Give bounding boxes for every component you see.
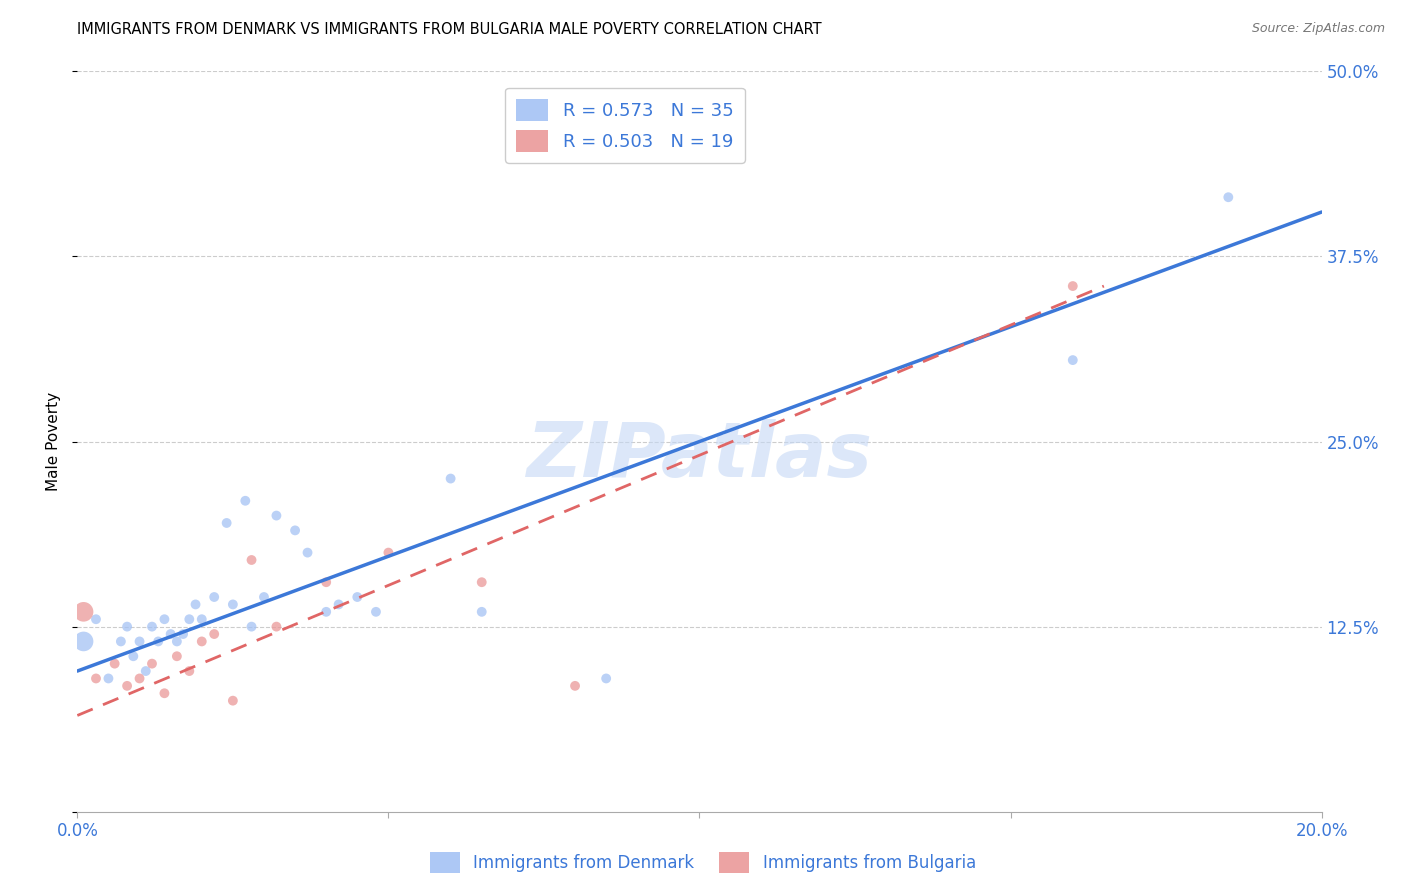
Point <box>471 575 494 590</box>
Text: ZIPatlas: ZIPatlas <box>526 419 873 493</box>
Point <box>135 664 157 678</box>
Point <box>202 590 225 604</box>
Point <box>1062 279 1084 293</box>
Point <box>153 612 176 626</box>
Point <box>202 627 225 641</box>
Point <box>179 612 201 626</box>
Point <box>233 493 256 508</box>
Point <box>72 605 94 619</box>
Text: IMMIGRANTS FROM DENMARK VS IMMIGRANTS FROM BULGARIA MALE POVERTY CORRELATION CHA: IMMIGRANTS FROM DENMARK VS IMMIGRANTS FR… <box>77 22 823 37</box>
Point <box>115 619 138 633</box>
Point <box>191 612 214 626</box>
Legend: R = 0.573   N = 35, R = 0.503   N = 19: R = 0.573 N = 35, R = 0.503 N = 19 <box>505 87 745 162</box>
Point <box>564 679 586 693</box>
Point <box>240 553 263 567</box>
Text: Source: ZipAtlas.com: Source: ZipAtlas.com <box>1251 22 1385 36</box>
Point <box>240 619 263 633</box>
Point <box>84 672 107 686</box>
Point <box>222 694 245 708</box>
Point <box>346 590 368 604</box>
Point <box>364 605 387 619</box>
Point <box>595 672 617 686</box>
Point <box>172 627 194 641</box>
Point <box>97 672 120 686</box>
Point <box>153 686 176 700</box>
Point <box>1062 353 1084 368</box>
Point <box>141 619 163 633</box>
Point <box>166 634 188 648</box>
Point <box>297 546 319 560</box>
Point <box>115 679 138 693</box>
Point <box>148 634 170 648</box>
Point <box>122 649 145 664</box>
Point <box>377 546 399 560</box>
Point <box>72 634 94 648</box>
Point <box>184 598 207 612</box>
Point <box>179 664 201 678</box>
Point <box>315 575 337 590</box>
Point <box>84 612 107 626</box>
Point <box>191 634 214 648</box>
Point <box>128 672 150 686</box>
Point <box>315 605 337 619</box>
Point <box>104 657 127 671</box>
Legend: Immigrants from Denmark, Immigrants from Bulgaria: Immigrants from Denmark, Immigrants from… <box>423 846 983 880</box>
Point <box>266 508 288 523</box>
Point <box>159 627 181 641</box>
Point <box>440 471 463 485</box>
Point <box>253 590 276 604</box>
Y-axis label: Male Poverty: Male Poverty <box>46 392 62 491</box>
Point <box>328 598 350 612</box>
Point <box>222 598 245 612</box>
Point <box>1218 190 1240 204</box>
Point <box>166 649 188 664</box>
Point <box>141 657 163 671</box>
Point <box>128 634 150 648</box>
Point <box>284 524 307 538</box>
Point <box>471 605 494 619</box>
Point <box>110 634 132 648</box>
Point <box>266 619 288 633</box>
Point <box>215 516 238 530</box>
